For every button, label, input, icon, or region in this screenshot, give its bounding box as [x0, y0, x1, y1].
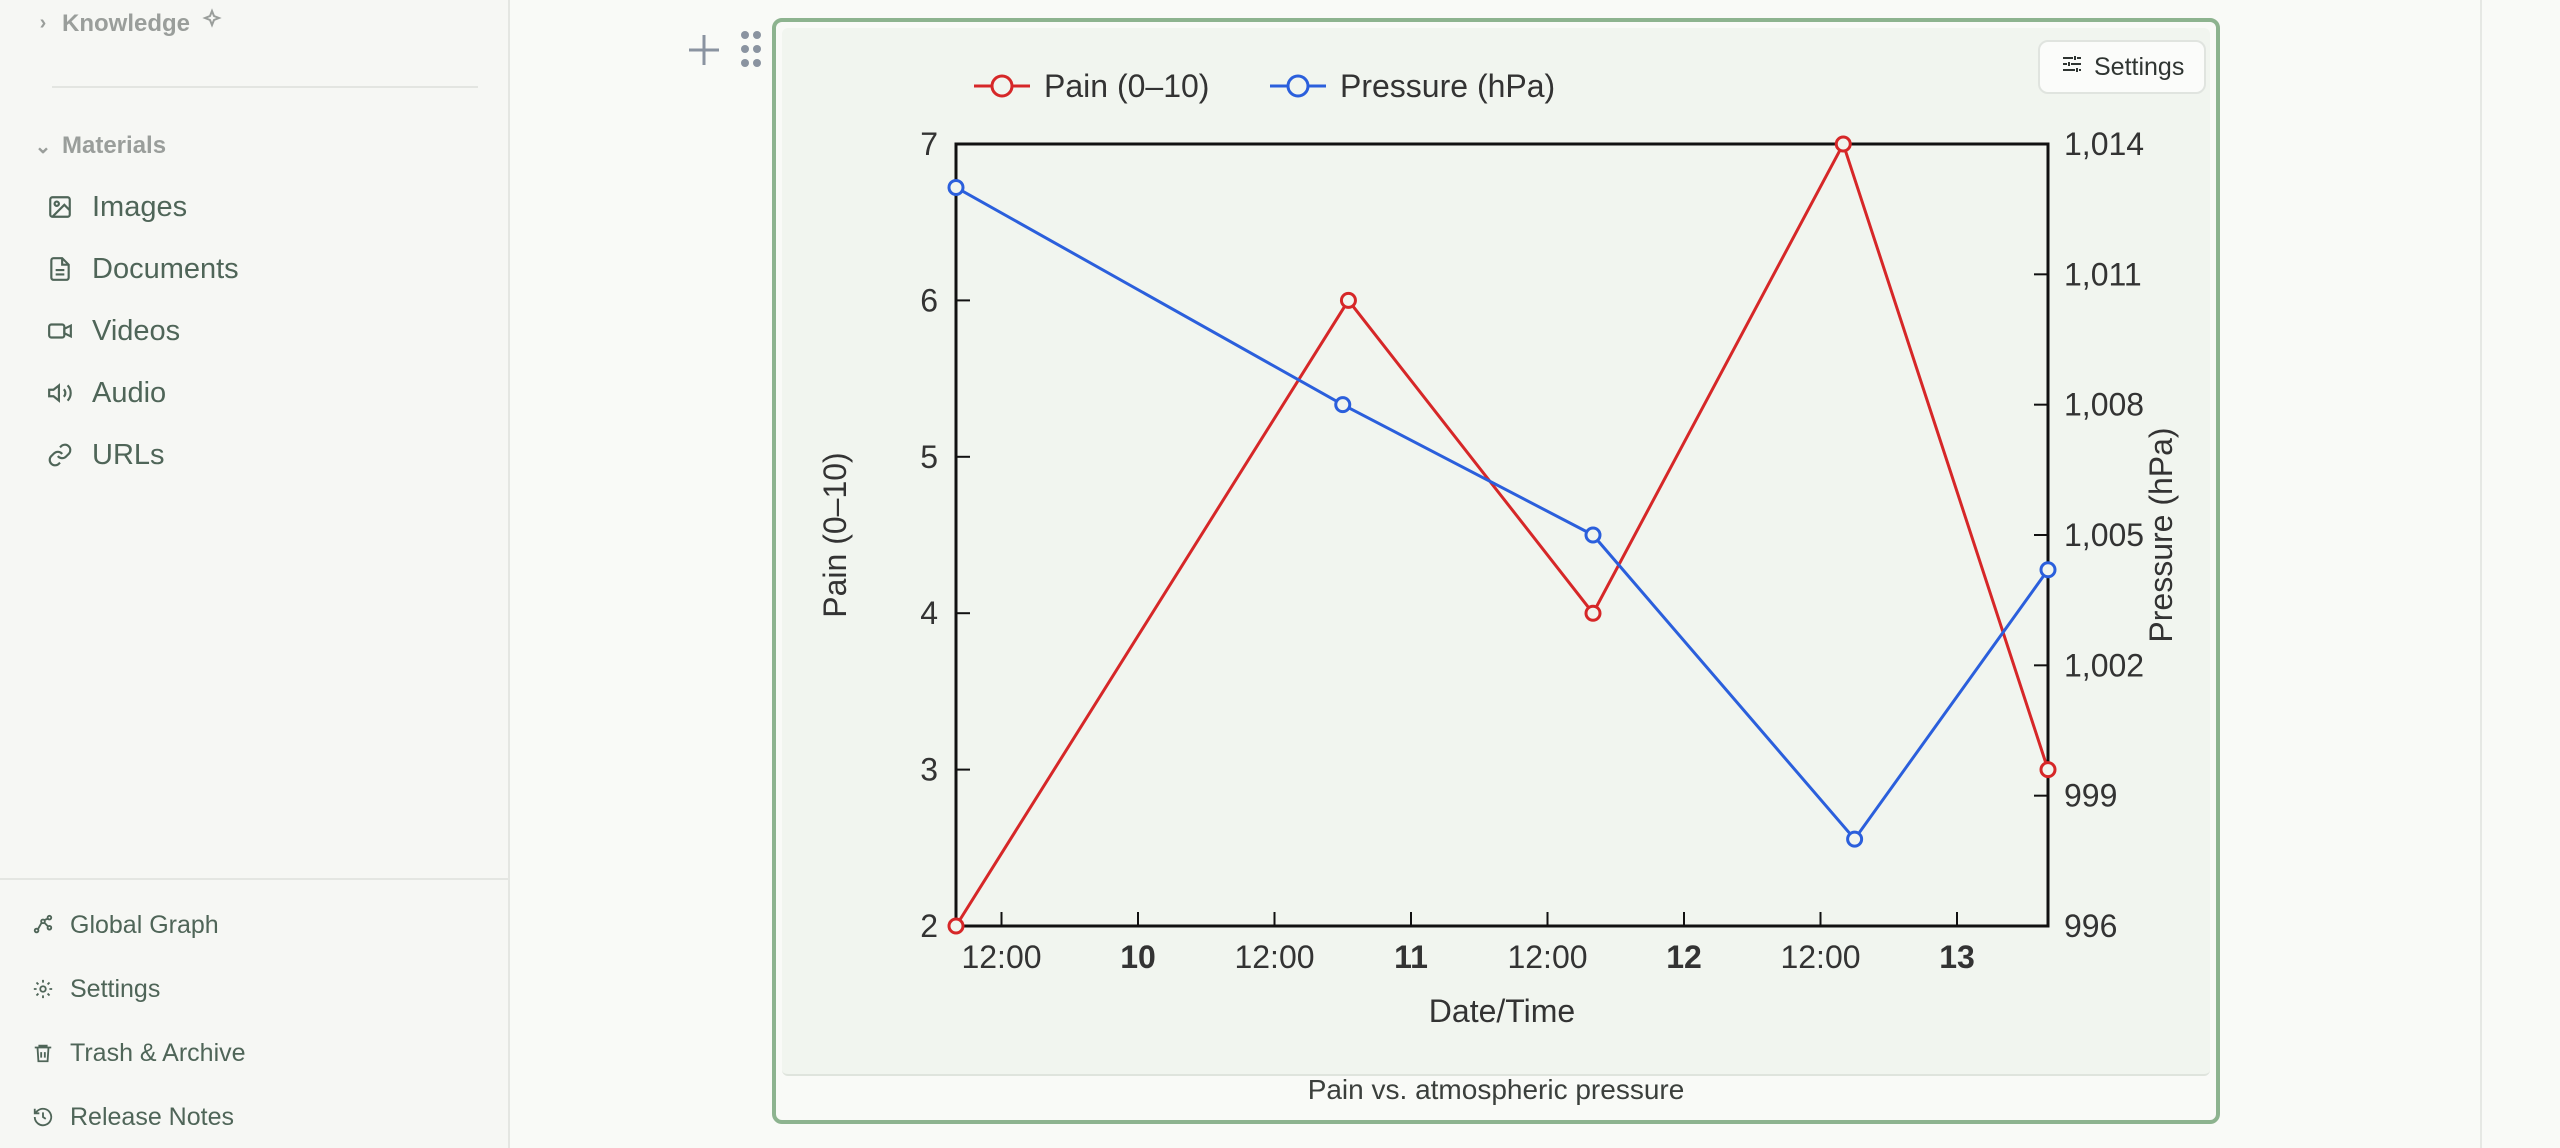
sidebar-footer-trash-archive[interactable]: Trash & Archive: [32, 1030, 246, 1076]
video-icon: [46, 317, 74, 345]
y-right-tick-label: 1,008: [2064, 387, 2144, 423]
knowledge-label: Knowledge: [62, 9, 191, 37]
legend-marker: [1286, 74, 1310, 98]
sidebar-footer-global-graph[interactable]: Global Graph: [32, 902, 219, 948]
chart-settings-label: Settings: [2094, 52, 2185, 81]
x-axis-title: Date/Time: [1429, 993, 1575, 1029]
chevron-right-icon: ›: [39, 12, 47, 34]
y-left-tick-label: 4: [920, 595, 938, 631]
history-icon: [32, 1106, 54, 1128]
data-point: [2039, 561, 2057, 579]
y-right-tick-label: 1,014: [2064, 126, 2144, 162]
legend-marker: [990, 74, 1014, 98]
chart-settings-button[interactable]: Settings: [2038, 40, 2207, 94]
chart-area: 12:00 10 12:00 11 12:00 12 12:00 13 2 3 4 5 6 7 996 999…: [782, 28, 2210, 1076]
sidebar-item-videos[interactable]: Videos: [46, 306, 180, 356]
graph-icon: [32, 914, 54, 936]
x-tick-label: 12:00: [1780, 939, 1860, 975]
drag-handle-icon[interactable]: [738, 28, 764, 70]
x-tick-label: 10: [1120, 939, 1156, 975]
sidebar-footer-release-notes[interactable]: Release Notes: [32, 1094, 234, 1140]
materials-section-toggle[interactable]: ⌄ Materials: [34, 132, 166, 160]
content-right-border: [2480, 0, 2482, 1148]
plot-frame: [954, 142, 2050, 928]
knowledge-section-toggle[interactable]: › Knowledge: [34, 8, 224, 39]
series-line-pain: [954, 140, 2050, 927]
x-tick-label: 12:00: [961, 939, 1041, 975]
sidebar-item-label: Videos: [92, 314, 181, 347]
sidebar-divider: [52, 86, 478, 88]
sidebar-item-documents[interactable]: Documents: [46, 244, 239, 294]
series-line-pressure: [955, 186, 2050, 842]
y-left-axis-title: Pain (0–10): [817, 452, 853, 617]
add-block-icon[interactable]: [684, 30, 724, 70]
data-point: [1846, 830, 1864, 848]
sidebar-footer-label: Settings: [70, 974, 161, 1003]
trash-icon: [32, 1042, 54, 1064]
y-right-tick-label: 1,005: [2064, 517, 2144, 553]
sidebar-item-audio[interactable]: Audio: [46, 368, 166, 418]
y-right-tick-label: 996: [2064, 908, 2117, 944]
sparkle-icon: [200, 8, 224, 39]
y-left-tick-label: 3: [920, 752, 938, 788]
x-tick-label: 12: [1666, 939, 1702, 975]
data-point: [1584, 526, 1602, 544]
data-point: [1339, 291, 1357, 309]
sidebar-footer-label: Release Notes: [70, 1102, 234, 1131]
sidebar-item-label: Images: [92, 190, 188, 223]
y-right-tick-label: 1,002: [2064, 647, 2144, 683]
data-point: [1334, 396, 1352, 414]
legend-label: Pain (0–10): [1044, 68, 1209, 104]
sidebar-item-label: URLs: [92, 438, 165, 471]
data-point: [1584, 604, 1602, 622]
y-right-axis-title: Pressure (hPa): [2143, 427, 2179, 642]
chart-block[interactable]: 12:00 10 12:00 11 12:00 12 12:00 13 2 3 4 5 6 7 996 999…: [772, 18, 2220, 1124]
chart-caption: Pain vs. atmospheric pressure: [1307, 1074, 1685, 1105]
sidebar-item-urls[interactable]: URLs: [46, 430, 165, 480]
audio-icon: [46, 379, 74, 407]
data-point: [1834, 135, 1852, 153]
legend-label: Pressure (hPa): [1340, 68, 1555, 104]
y-right-tick-label: 999: [2064, 778, 2117, 814]
document-icon: [46, 255, 74, 283]
x-tick-label: 11: [1394, 939, 1428, 975]
y-right-tick-label: 1,011: [2064, 256, 2142, 292]
sliders-icon: [2060, 52, 2084, 83]
data-point: [947, 178, 965, 196]
x-tick-label: 13: [1939, 939, 1975, 975]
y-left-tick-label: 7: [920, 126, 938, 162]
sidebar-footer-settings[interactable]: Settings: [32, 966, 160, 1012]
sidebar-footer-label: Global Graph: [70, 910, 219, 939]
sidebar-footer-label: Trash & Archive: [70, 1038, 246, 1067]
data-point: [2039, 761, 2057, 779]
sidebar-item-label: Audio: [92, 376, 167, 409]
y-left-tick-label: 6: [920, 282, 938, 318]
x-tick-label: 12:00: [1234, 939, 1314, 975]
sidebar-item-label: Documents: [92, 252, 239, 285]
chart-svg: 12:00 10 12:00 11 12:00 12 12:00 13 2 3 4 5 6 7 996 999…: [817, 68, 2179, 1029]
sidebar-footer-divider: [0, 878, 510, 880]
materials-label: Materials: [62, 132, 167, 159]
x-tick-label: 12:00: [1507, 939, 1587, 975]
link-icon: [46, 441, 74, 469]
gear-icon: [32, 978, 54, 1000]
sidebar-item-images[interactable]: Images: [46, 182, 187, 232]
y-left-tick-label: 5: [920, 439, 938, 475]
y-left-tick-label: 2: [920, 908, 938, 944]
chevron-down-icon: ⌄: [34, 135, 52, 158]
image-icon: [46, 193, 74, 221]
data-point: [947, 917, 965, 935]
sidebar: › Knowledge ⌄ Materials Images Documents…: [0, 0, 510, 1148]
